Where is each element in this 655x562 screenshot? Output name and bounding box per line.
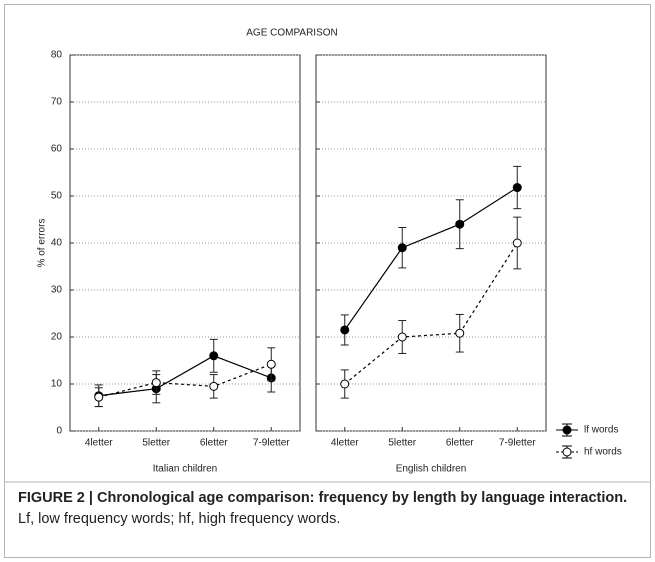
marker: [266, 359, 276, 369]
series-line: [344, 242, 518, 385]
marker: [455, 219, 465, 229]
legend-label: lf words: [584, 425, 618, 436]
figure-border: [4, 4, 651, 558]
marker: [397, 243, 407, 253]
series-line: [98, 355, 272, 397]
x-tick-label: 4letter: [85, 438, 113, 449]
caption-text: Lf, low frequency words; hf, high freque…: [18, 511, 341, 527]
y-tick-label: 60: [51, 144, 63, 155]
x-tick-label: 6letter: [200, 438, 228, 449]
series-line: [344, 187, 518, 331]
caption-label: FIGURE 2 | Chronological age comparison:…: [18, 490, 628, 506]
caption: FIGURE 2 | Chronological age comparison:…: [18, 488, 643, 530]
marker: [209, 351, 219, 361]
x-tick-label: 5letter: [388, 438, 416, 449]
marker: [512, 238, 522, 248]
marker: [455, 328, 465, 338]
marker: [340, 325, 350, 335]
chart-title: AGE COMPARISON: [246, 28, 338, 39]
x-tick-label: 4letter: [331, 438, 359, 449]
marker: [209, 381, 219, 391]
x-axis-label: English children: [396, 464, 467, 475]
legend-marker: [562, 425, 572, 435]
y-tick-label: 80: [51, 50, 63, 61]
x-tick-label: 7-9letter: [499, 438, 536, 449]
legend-marker: [562, 447, 572, 457]
y-axis-label: % of errors: [37, 219, 48, 268]
x-tick-label: 6letter: [446, 438, 474, 449]
x-tick-label: 7-9letter: [253, 438, 290, 449]
marker: [151, 378, 161, 388]
legend-label: hf words: [584, 447, 622, 458]
y-tick-label: 50: [51, 191, 63, 202]
x-axis-label: Italian children: [153, 464, 217, 475]
marker: [397, 332, 407, 342]
x-tick-label: 5letter: [142, 438, 170, 449]
y-tick-label: 30: [51, 285, 63, 296]
y-tick-label: 0: [56, 426, 62, 437]
y-tick-label: 10: [51, 379, 63, 390]
y-tick-label: 40: [51, 238, 63, 249]
marker: [340, 379, 350, 389]
y-tick-label: 20: [51, 332, 63, 343]
y-tick-label: 70: [51, 97, 63, 108]
marker: [512, 183, 522, 193]
marker: [94, 392, 104, 402]
